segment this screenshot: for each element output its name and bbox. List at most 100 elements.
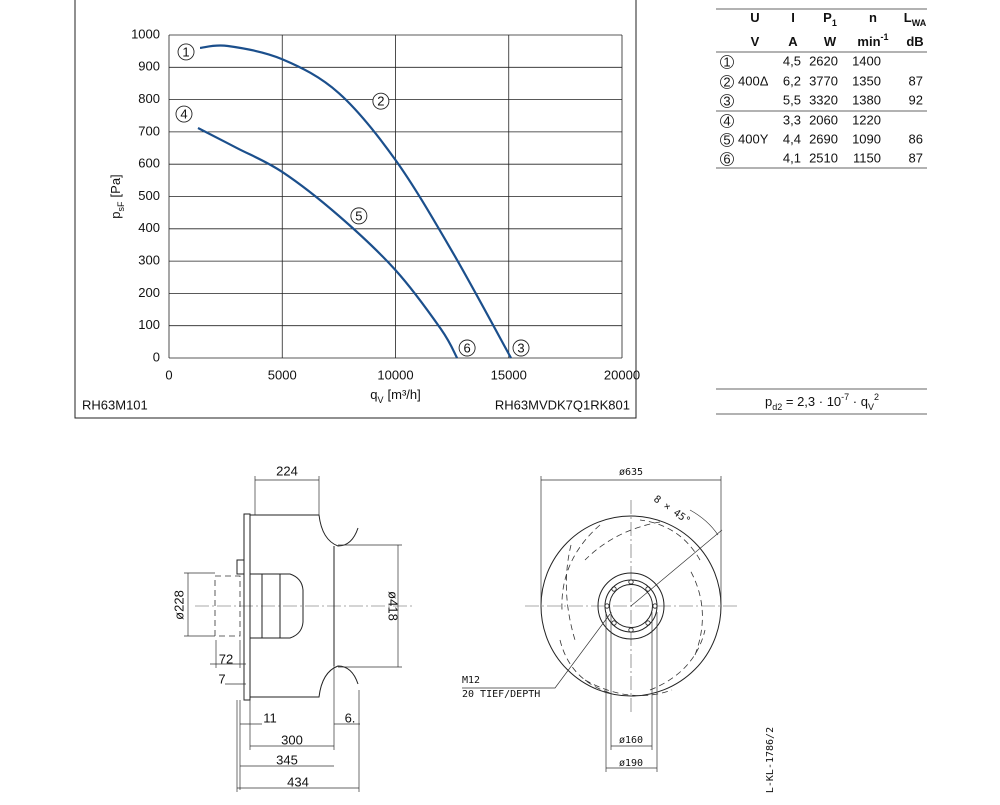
dim-label: ø228 (171, 590, 186, 620)
axis-title-sub: sF (116, 201, 126, 212)
header-text: A (788, 34, 798, 49)
table-cell: 400Δ (738, 73, 769, 88)
dim-label: 11 (263, 710, 277, 725)
chart-frame (74, 0, 637, 419)
curve (197, 127, 459, 359)
formula-part: V (868, 402, 874, 412)
row-marker (720, 152, 734, 166)
curve-marker (512, 339, 530, 357)
y-tick-label: 800 (138, 91, 160, 106)
table-header: A (788, 34, 798, 49)
header-text: V (751, 34, 760, 49)
y-tick-label: 900 (138, 59, 160, 74)
table-cell: 1380 (852, 92, 881, 107)
curve-marker (458, 339, 476, 357)
header-text: P (823, 10, 832, 25)
curve-marker-label: 4 (180, 106, 187, 121)
table-cell: 2510 (809, 150, 838, 165)
table-cell: 87 (909, 150, 923, 165)
header-sub: 1 (832, 18, 837, 28)
row-marker (720, 114, 734, 128)
y-tick-label: 1000 (131, 26, 160, 41)
y-tick-label: 500 (138, 188, 160, 203)
curve-marker (372, 92, 390, 110)
header-text: W (824, 34, 837, 49)
table-cell: 1400 (852, 53, 881, 68)
chart-note: RH63M101 (82, 397, 148, 412)
y-tick-label: 600 (138, 156, 160, 171)
axis-title-main: q (370, 387, 377, 402)
axis-title: psF [Pa] (108, 174, 126, 218)
table-cell: 92 (909, 92, 923, 107)
axis-title-sub: V (377, 395, 383, 405)
table-header: V (751, 34, 760, 49)
table-header: n (869, 10, 877, 25)
axis-title-main: p (108, 211, 123, 218)
table-cell: 3320 (809, 92, 838, 107)
drawing-ref: L-KL-1786/2 (765, 727, 776, 793)
formula-part: 2 (874, 392, 879, 402)
table-cell: 1090 (852, 131, 881, 146)
row-marker (720, 75, 734, 89)
dim-label: ø160 (619, 735, 643, 746)
dim-label: 224 (276, 463, 298, 478)
table-header: W (824, 34, 837, 49)
header-text: n (869, 10, 877, 25)
dim-label: 345 (276, 752, 298, 767)
table-cell: 4,1 (783, 150, 801, 165)
dim-label: 8 × 45° (651, 494, 692, 527)
axis-title-unit: [Pa] (108, 174, 123, 197)
header-text: min (857, 34, 880, 49)
table-cell: 1350 (852, 73, 881, 88)
table-cell: 5,5 (783, 92, 801, 107)
table-header: P1 (823, 10, 837, 28)
table-header: LWA (904, 10, 927, 28)
row-id: 3 (723, 93, 730, 108)
row-id: 2 (723, 74, 730, 89)
header-sup: -1 (881, 32, 889, 42)
header-sub: WA (912, 18, 927, 28)
curve-marker-label: 1 (182, 44, 189, 59)
table-cell: 1220 (852, 112, 881, 127)
curve-marker-label: 6 (463, 340, 470, 355)
curve-marker-label: 5 (355, 208, 362, 223)
y-tick-label: 400 (138, 220, 160, 235)
curve-marker (177, 43, 195, 61)
x-tick-label: 15000 (491, 367, 527, 382)
row-marker (720, 55, 734, 69)
formula-part: = 2,3 · 10 (782, 394, 841, 409)
y-tick-label: 0 (153, 349, 160, 364)
y-tick-label: 300 (138, 253, 160, 268)
dim-label: ø635 (619, 467, 643, 478)
header-text: I (791, 10, 795, 25)
row-marker (720, 133, 734, 147)
table-header: U (750, 10, 759, 25)
x-tick-label: 20000 (604, 367, 640, 382)
curve (199, 44, 512, 359)
table-cell: 400Y (738, 131, 769, 146)
dim-label: 7 (218, 671, 225, 686)
table-header: min-1 (857, 32, 888, 49)
chart-note: RH63MVDK7Q1RK801 (495, 397, 630, 412)
table-cell: 2060 (809, 112, 838, 127)
dim-label: 20 TIEF/DEPTH (462, 689, 540, 700)
axis-title-unit: [m³/h] (388, 387, 421, 402)
table-cell: 1150 (853, 150, 881, 165)
row-id: 4 (723, 113, 730, 128)
table-cell: 3770 (809, 73, 838, 88)
x-tick-label: 0 (165, 367, 172, 382)
dim-label: 6. (345, 710, 356, 725)
axis-title: qV [m³/h] (370, 387, 420, 405)
curve-marker (175, 105, 193, 123)
formula-part: -7 (841, 392, 849, 402)
table-cell: 86 (909, 131, 923, 146)
dim-label: 72 (219, 651, 233, 666)
table-cell: 3,3 (783, 112, 801, 127)
dim-label: 434 (287, 774, 309, 789)
table-cell: 2690 (809, 131, 838, 146)
table-header: dB (906, 34, 923, 49)
table-cell: 6,2 (783, 73, 801, 88)
table-cell: 87 (909, 73, 923, 88)
row-marker (720, 94, 734, 108)
